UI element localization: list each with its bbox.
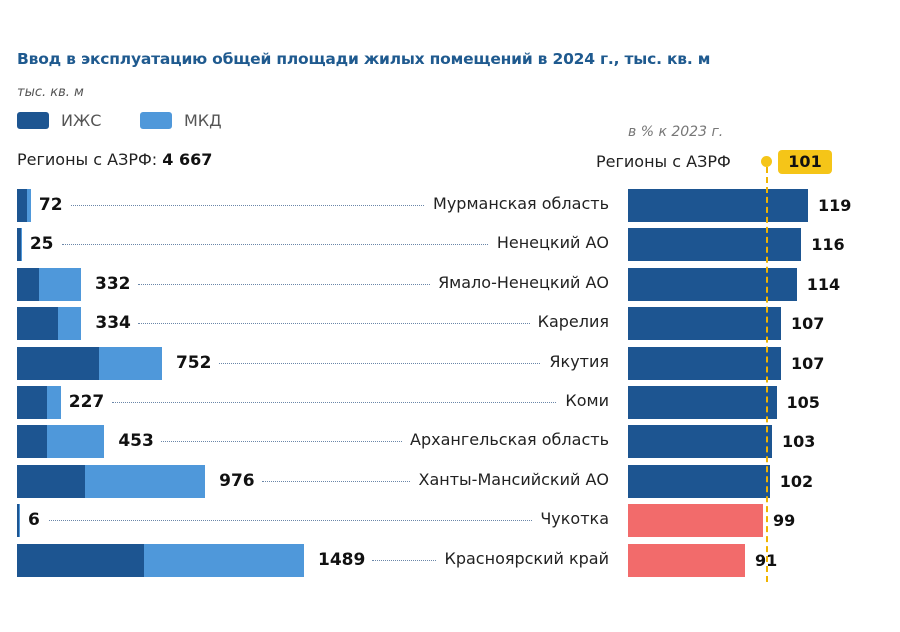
legend-izhs: ИЖС [17,111,101,130]
bar-percent [628,346,781,380]
bar-percent [628,189,808,222]
chart-title: Ввод в эксплуатацию общей площади жилых … [17,50,711,68]
percent-value-label: 107 [791,353,825,373]
chart-row: 976 Ханты-Мансийский АО 102 [0,464,900,498]
leader-line [161,441,600,443]
percent-value-label: 107 [791,314,825,334]
leader-line [138,323,600,325]
region-label: Чукотка [532,509,609,529]
total-value-label: 1489 [318,549,366,570]
pct-caption: в % к 2023 г. [628,124,724,140]
bar-mkd [84,464,206,498]
chart-row: 332 Ямало-Ненецкий АО 114 [0,267,900,301]
total-value-label: 227 [68,392,105,412]
leader-line [137,283,600,285]
percent-value-label: 105 [786,393,820,412]
avg-value: 101 [778,150,832,174]
bar-izhs [17,543,144,577]
chart-row: 1489 Красноярский край 91 [0,543,900,577]
avg-reference-line [766,167,768,582]
bar-mkd [20,228,22,262]
bar-percent [628,543,745,577]
bar-izhs [17,425,47,459]
chart-row: 752 Якутия 107 [0,346,900,380]
bar-mkd [27,189,31,222]
total-value-label: 25 [29,234,54,255]
chart-row: 334 Карелия 107 [0,307,900,341]
legend-label-izhs: ИЖС [61,111,102,130]
bar-percent [628,386,777,419]
avg-label: Регионы с АЗРФ [596,152,731,171]
chart-row: 72 Мурманская область 119 [0,189,900,222]
total-value-label: 752 [175,352,212,373]
total-value-label: 334 [95,313,131,334]
legend-mkd: МКД [140,111,222,130]
bar-izhs [17,267,39,301]
legend-swatch-mkd [140,112,172,129]
bar-mkd [143,543,304,577]
leader-line [49,520,600,522]
chart-row: 6 Чукотка 99 [0,504,900,538]
region-label: Ханты-Мансийский АО [410,469,609,489]
total-value-label: 72 [38,195,63,215]
bar-mkd [38,267,81,301]
total-label: Регионы с АЗРФ: [17,150,158,169]
total-value-label: 453 [118,431,154,452]
total-value: 4 667 [162,150,213,169]
leader-line [218,362,600,364]
total-value-label: 332 [94,273,131,294]
chart-row: 25 Ненецкий АО 116 [0,228,900,262]
total-value-label: 976 [219,470,255,491]
percent-value-label: 99 [773,511,796,531]
region-label: Красноярский край [436,548,609,568]
bar-percent [628,307,781,341]
bar-mkd [98,346,162,380]
legend-label-mkd: МКД [184,111,222,130]
bar-percent [628,504,763,538]
region-label: Мурманская область [425,194,609,213]
percent-value-label: 91 [755,550,778,570]
leader-line [61,244,600,246]
percent-value-label: 116 [811,235,845,255]
region-label: Ямало-Ненецкий АО [430,272,609,292]
total: Регионы с АЗРФ: 4 667 [17,150,212,169]
bar-mkd [46,425,105,459]
bar-izhs [17,346,99,380]
percent-value-label: 102 [779,471,814,491]
bar-percent [628,228,802,262]
bar-mkd [19,504,20,538]
bar-izhs [17,189,28,222]
bar-percent [628,267,797,301]
bar-percent [628,425,772,459]
region-label: Архангельская область [402,430,609,450]
region-label: Карелия [529,312,609,332]
unit-label: тыс. кв. м [17,85,84,100]
percent-value-label: 119 [818,196,852,215]
region-label: Коми [557,391,609,410]
bar-izhs [17,228,21,262]
region-label: Якутия [541,351,609,371]
bar-percent [628,464,770,498]
bar-izhs [17,307,58,341]
region-label: Ненецкий АО [488,233,609,253]
avg-marker [761,156,772,167]
percent-value-label: 114 [806,274,841,294]
leader-line [70,205,600,206]
bar-izhs [17,504,19,538]
chart-row: 227 Коми 105 [0,386,900,419]
bar-mkd [46,386,61,419]
percent-value-label: 103 [782,432,816,452]
chart-row: 453 Архангельская область 103 [0,425,900,459]
legend-swatch-izhs [17,112,49,129]
bar-izhs [17,464,85,498]
bar-izhs [17,386,47,419]
bar-mkd [57,307,82,341]
leader-line [111,402,600,403]
total-value-label: 6 [28,510,40,531]
